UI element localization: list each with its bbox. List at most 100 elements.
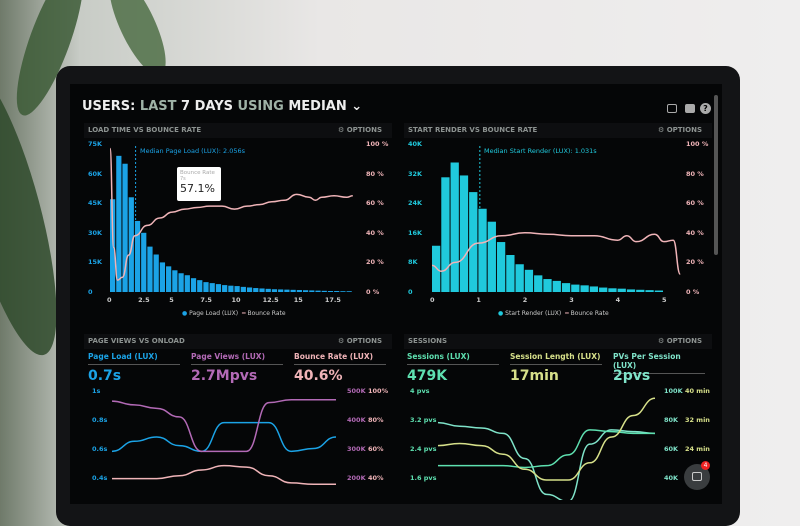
y-tick-right: 80 % [366, 169, 384, 178]
histogram-bar [116, 155, 122, 292]
bounce-rate-line [431, 232, 681, 275]
histogram-bar [589, 286, 599, 292]
histogram-bar [172, 270, 178, 292]
histogram-bar [166, 266, 172, 292]
page-title[interactable]: USERS: LAST 7 DAYS USING MEDIAN ⌄ [82, 99, 362, 114]
x-tick: 1 [476, 296, 481, 304]
histogram-bar [253, 288, 259, 292]
histogram-bar [315, 290, 321, 292]
histogram-bar [197, 280, 203, 292]
histogram-bar [645, 290, 654, 292]
histogram-bar [190, 278, 197, 292]
histogram-bar [228, 285, 234, 292]
scrollbar[interactable] [714, 95, 718, 255]
y-tick-right: 500K [347, 387, 366, 395]
x-tick: 12.5 [262, 296, 279, 304]
options-button[interactable]: ⚙ OPTIONS [337, 337, 382, 345]
kpi-value: 40.6% [294, 368, 343, 384]
share-icon[interactable] [685, 104, 695, 113]
panel-header-sessions: SESSIONS ⚙ OPTIONS [404, 334, 712, 349]
kpi-label: PVs Per Session (LUX) [613, 352, 705, 374]
histogram-bar [469, 192, 478, 292]
x-tick: 0 [107, 296, 112, 304]
legend: ● Start Render (LUX) ━ Bounce Rate [498, 310, 609, 317]
y-tick-left: 1s [92, 387, 101, 395]
chat-icon [692, 472, 702, 481]
histogram-bar [608, 288, 617, 292]
histogram-bar [506, 255, 515, 292]
histogram-bar [534, 275, 543, 292]
series-line [111, 398, 336, 453]
histogram-bar [271, 289, 278, 292]
histogram-bar [626, 289, 636, 292]
title-metric: MEDIAN [288, 99, 347, 114]
histogram-bar [441, 177, 450, 292]
options-button[interactable]: ⚙ OPTIONS [657, 126, 702, 134]
histogram-bar [203, 282, 209, 292]
tooltip: Bounce Rate 7s 57.1% [177, 167, 221, 201]
y-tick-right: 24 min [685, 445, 710, 453]
histogram-bar [141, 232, 147, 292]
histogram-bar [321, 290, 327, 292]
x-tick: 15 [293, 296, 303, 304]
histogram-bar [110, 199, 116, 292]
help-icon[interactable]: ? [700, 103, 711, 114]
panel-title: START RENDER VS BOUNCE RATE [408, 126, 538, 134]
kpi-label: Page Load (LUX) [88, 352, 180, 365]
y-tick-right: 300K [347, 445, 366, 453]
histogram-bar [524, 269, 534, 292]
x-tick: 4 [615, 296, 621, 304]
y-tick-left: 0.4s [92, 474, 108, 482]
legend-dot-icon: ● [498, 310, 504, 317]
histogram-bar [209, 283, 215, 292]
kpi-value: 479K [407, 368, 448, 384]
chat-button[interactable]: 4 [684, 461, 710, 490]
median-label: Median Page Load (LUX): 2.056s [140, 147, 245, 155]
median-label: Median Start Render (LUX): 1.031s [484, 147, 597, 155]
histogram-bar [302, 290, 309, 292]
histogram-bar [580, 285, 589, 292]
y-tick-right: 40 min [685, 387, 710, 395]
y-tick-left: 3.2 pvs [410, 416, 437, 424]
histogram-bar [478, 208, 487, 292]
tooltip-sub: 7s [180, 176, 186, 182]
kpi-value: 2.7Mpvs [191, 368, 258, 384]
kpi-value: 0.7s [88, 368, 122, 384]
y-tick-right: 20 % [686, 258, 704, 267]
histogram-bar [122, 163, 128, 292]
histogram-bar [346, 291, 352, 292]
y-tick-right: 400K [347, 416, 366, 424]
x-tick: 10 [231, 296, 241, 304]
histogram-bar [278, 289, 284, 292]
histogram-bar [515, 264, 524, 292]
y-tick-right: 60% [368, 445, 384, 453]
charts-layer [109, 146, 681, 500]
histogram-bar [654, 290, 663, 292]
histogram-bar [552, 280, 561, 292]
tooltip-value: 57.1% [180, 182, 215, 195]
histogram-bar [259, 288, 265, 292]
y-tick-right: 60 % [366, 199, 384, 208]
y-tick-left: 8K [408, 258, 418, 267]
histogram-bar [599, 287, 608, 292]
histogram-bar [234, 286, 240, 292]
y-tick-right: 0 % [686, 288, 700, 296]
y-tick-left: 16K [408, 228, 423, 237]
y-tick-right: 80K [664, 416, 679, 424]
histogram-bar [459, 175, 469, 292]
options-button[interactable]: ⚙ OPTIONS [657, 337, 702, 345]
options-button[interactable]: ⚙ OPTIONS [337, 126, 382, 134]
x-tick: 3 [569, 296, 574, 304]
kpi-label: Sessions (LUX) [407, 352, 499, 365]
chevron-down-icon[interactable]: ⌄ [351, 99, 363, 114]
histogram-bar [617, 288, 626, 292]
y-tick-right: 60 % [686, 199, 704, 208]
y-tick-left: 75K [88, 140, 103, 148]
y-tick-left: 0 [88, 288, 93, 296]
y-tick-left: 0.6s [92, 445, 108, 453]
bounce-rate-line [109, 147, 353, 281]
monitor-icon[interactable] [667, 104, 677, 113]
panel-title: SESSIONS [408, 337, 448, 345]
panel-header-start-render: START RENDER VS BOUNCE RATE ⚙ OPTIONS [404, 123, 712, 138]
y-tick-left: 40K [408, 140, 423, 148]
